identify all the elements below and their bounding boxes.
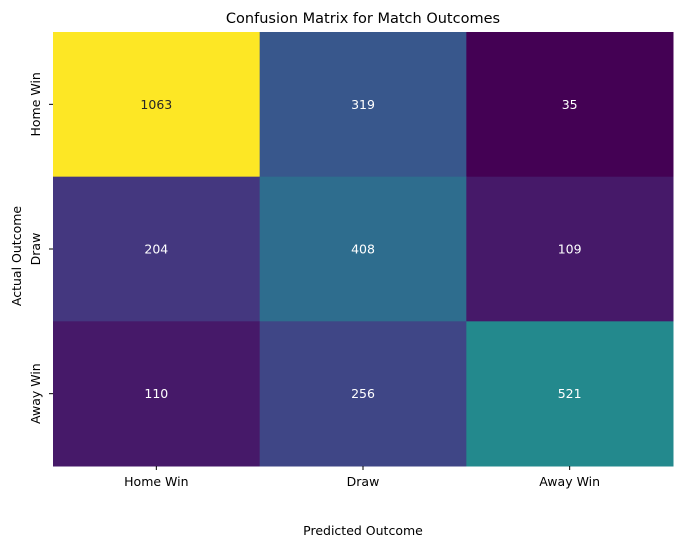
y-axis-label: Actual Outcome <box>9 206 24 306</box>
cell-value-label: 110 <box>144 386 168 401</box>
heatmap-cell-away-win-away-win <box>466 321 674 467</box>
y-tick-label-home-win: Home Win <box>28 72 43 136</box>
x-tick-label-away-win: Away Win <box>539 474 600 489</box>
heatmap-cell-home-win-home-win <box>53 32 261 178</box>
heatmap-cell-labels: 1063 319 35 204 408 109 110 256 521 <box>140 97 581 401</box>
y-axis-ticks: Home Win Draw Away Win <box>28 72 53 424</box>
x-tick-label-home-win: Home Win <box>124 474 188 489</box>
x-axis-ticks: Home Win Draw Away Win <box>124 466 600 489</box>
heatmap-cell-home-win-draw <box>259 32 467 178</box>
heatmap-cells <box>53 32 674 467</box>
cell-value-label: 1063 <box>140 97 172 112</box>
heatmap-cell-away-win-home-win <box>53 321 261 467</box>
cell-value-label: 408 <box>351 242 375 257</box>
heatmap-cell-home-win-away-win <box>466 32 674 178</box>
heatmap-cell-draw-draw <box>259 176 467 322</box>
x-axis-label: Predicted Outcome <box>303 523 423 538</box>
cell-value-label: 319 <box>351 97 375 112</box>
cell-value-label: 109 <box>558 242 582 257</box>
cell-value-label: 256 <box>351 386 375 401</box>
cell-value-label: 521 <box>558 386 582 401</box>
y-tick-label-away-win: Away Win <box>28 363 43 424</box>
heatmap-cell-draw-home-win <box>53 176 261 322</box>
chart-title: Confusion Matrix for Match Outcomes <box>226 11 500 27</box>
cell-value-label: 35 <box>562 97 578 112</box>
heatmap-cell-draw-away-win <box>466 176 674 322</box>
cell-value-label: 204 <box>144 242 168 257</box>
y-tick-label-draw: Draw <box>28 233 43 266</box>
x-tick-label-draw: Draw <box>347 474 380 489</box>
heatmap-cell-away-win-draw <box>259 321 467 467</box>
